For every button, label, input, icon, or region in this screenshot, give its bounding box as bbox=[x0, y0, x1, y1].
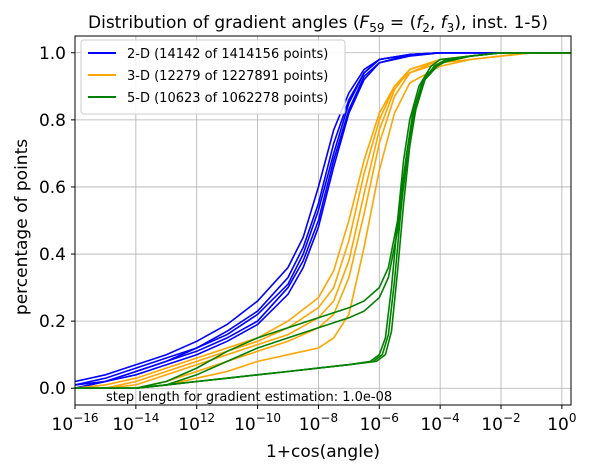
x-tick-label: 10−16 bbox=[52, 411, 99, 435]
legend-label: 2-D (14142 of 1414156 points) bbox=[127, 47, 328, 62]
y-tick-label: 0.6 bbox=[39, 178, 66, 198]
title-suffix: ), inst. 1-5) bbox=[454, 13, 548, 33]
x-tick-exponent: 0 bbox=[569, 411, 577, 425]
series-0-curve bbox=[74, 52, 571, 389]
series-2-curve bbox=[75, 52, 571, 389]
x-tick-base: 10 bbox=[52, 415, 74, 435]
plot-frame bbox=[74, 35, 572, 406]
x-tick-base: 10 bbox=[112, 415, 134, 435]
x-tick-label: 10−2 bbox=[481, 411, 520, 435]
title-f3-sub: 3 bbox=[447, 21, 455, 35]
x-tick-exponent: −4 bbox=[442, 411, 460, 425]
data-curves bbox=[74, 52, 571, 389]
y-tick-label: 0.0 bbox=[39, 379, 66, 399]
title-math-sub: 59 bbox=[369, 21, 384, 35]
x-tick-label: 10−8 bbox=[299, 411, 338, 435]
step-length-annotation: step length for gradient estimation: 1.0… bbox=[106, 390, 392, 405]
x-tick-exponent: −2 bbox=[503, 411, 521, 425]
x-tick-label: 10−6 bbox=[360, 411, 399, 435]
legend-label: 3-D (12279 of 1227891 points) bbox=[127, 69, 328, 84]
x-tick-exponent: −14 bbox=[134, 411, 159, 425]
title-f3: f bbox=[441, 13, 450, 33]
x-tick-exponent: −10 bbox=[256, 411, 281, 425]
x-tick-base: 10 bbox=[299, 415, 321, 435]
title-math: F bbox=[359, 13, 369, 33]
x-tick-exponent: −8 bbox=[320, 411, 338, 425]
x-tick-base: 10 bbox=[178, 415, 200, 435]
y-tick-label: 0.2 bbox=[39, 312, 66, 332]
y-axis-label: percentage of points bbox=[12, 139, 32, 315]
x-tick-base: 10 bbox=[481, 415, 503, 435]
y-axis-ticks: 0.0 0.2 0.4 0.6 0.8 1.0 bbox=[39, 44, 75, 399]
x-tick-base: 10 bbox=[234, 415, 256, 435]
x-tick-label: 10−4 bbox=[420, 411, 459, 435]
title-f2-sub: 2 bbox=[422, 21, 430, 35]
x-axis-label: 1+cos(angle) bbox=[266, 442, 380, 462]
x-tick-label: 100 bbox=[547, 411, 576, 435]
x-tick-base: 10 bbox=[420, 415, 442, 435]
chart-title: Distribution of gradient angles (F59 = (… bbox=[88, 13, 548, 35]
legend-label: 5-D (10623 of 1062278 points) bbox=[127, 91, 328, 106]
series-0-curve bbox=[74, 52, 571, 389]
y-tick-label: 1.0 bbox=[39, 44, 66, 64]
legend: 2-D (14142 of 1414156 points) 3-D (12279 … bbox=[80, 39, 346, 115]
y-tick-label: 0.4 bbox=[39, 245, 66, 265]
y-tick-label: 0.8 bbox=[39, 111, 66, 131]
x-tick-label: 10−10 bbox=[234, 411, 281, 435]
x-axis-ticks: 10−16 10−14 1012 10−10 10−8 10−6 10−4 10−2 100 bbox=[52, 405, 577, 435]
title-prefix: Distribution of gradient angles ( bbox=[88, 13, 359, 33]
x-tick-exponent: 12 bbox=[200, 411, 215, 425]
title-math-eq: = ( bbox=[385, 13, 417, 33]
title-comma: , bbox=[430, 13, 441, 33]
x-tick-label: 1012 bbox=[178, 411, 215, 435]
title-f2: f bbox=[416, 13, 425, 33]
x-tick-exponent: −6 bbox=[381, 411, 399, 425]
x-tick-exponent: −16 bbox=[73, 411, 98, 425]
legend-box bbox=[80, 39, 346, 115]
x-tick-base: 10 bbox=[547, 415, 569, 435]
x-tick-label: 10−14 bbox=[112, 411, 159, 435]
x-tick-base: 10 bbox=[360, 415, 382, 435]
